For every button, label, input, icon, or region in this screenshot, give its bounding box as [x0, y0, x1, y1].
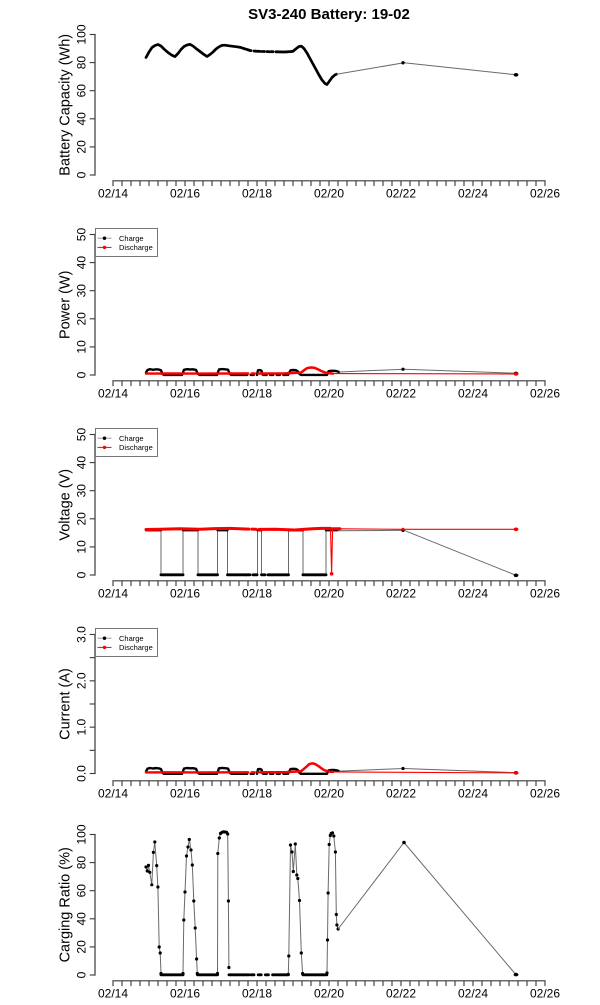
svg-text:02/14: 02/14 — [98, 987, 128, 1000]
svg-text:Discharge: Discharge — [119, 643, 153, 652]
svg-text:02/18: 02/18 — [242, 387, 272, 401]
svg-text:Power (W): Power (W) — [58, 271, 74, 339]
svg-text:Battery Capacity (Wh): Battery Capacity (Wh) — [58, 34, 74, 176]
svg-text:02/22: 02/22 — [386, 187, 416, 201]
svg-text:Discharge: Discharge — [119, 443, 153, 452]
svg-text:50: 50 — [75, 228, 89, 242]
svg-text:02/26: 02/26 — [530, 587, 560, 601]
svg-text:02/24: 02/24 — [458, 587, 488, 601]
svg-text:02/24: 02/24 — [458, 987, 488, 1000]
svg-text:02/18: 02/18 — [242, 987, 272, 1000]
svg-text:02/22: 02/22 — [386, 587, 416, 601]
svg-text:1.0: 1.0 — [75, 719, 89, 736]
svg-text:40: 40 — [75, 256, 89, 270]
svg-text:Current (A): Current (A) — [58, 668, 74, 740]
svg-text:Charge: Charge — [119, 234, 144, 243]
svg-text:40: 40 — [75, 912, 89, 926]
svg-text:02/26: 02/26 — [530, 787, 560, 801]
svg-text:60: 60 — [75, 84, 89, 98]
svg-text:02/20: 02/20 — [314, 187, 344, 201]
svg-text:20: 20 — [75, 940, 89, 954]
svg-text:02/14: 02/14 — [98, 587, 128, 601]
svg-text:Charge: Charge — [119, 434, 144, 443]
svg-text:02/18: 02/18 — [242, 787, 272, 801]
svg-text:Voltage (V): Voltage (V) — [58, 469, 74, 541]
svg-text:02/26: 02/26 — [530, 187, 560, 201]
svg-text:02/26: 02/26 — [530, 987, 560, 1000]
svg-text:02/20: 02/20 — [314, 987, 344, 1000]
svg-text:02/16: 02/16 — [170, 987, 200, 1000]
svg-text:02/16: 02/16 — [170, 187, 200, 201]
svg-text:02/20: 02/20 — [314, 387, 344, 401]
svg-text:02/24: 02/24 — [458, 787, 488, 801]
svg-text:20: 20 — [75, 512, 89, 526]
svg-text:Carging Ratio (%): Carging Ratio (%) — [58, 847, 74, 962]
svg-text:40: 40 — [75, 456, 89, 470]
svg-text:0.0: 0.0 — [75, 765, 89, 782]
svg-text:0: 0 — [75, 971, 89, 978]
svg-text:10: 10 — [75, 540, 89, 554]
svg-text:02/20: 02/20 — [314, 787, 344, 801]
svg-text:02/20: 02/20 — [314, 587, 344, 601]
svg-text:02/26: 02/26 — [530, 387, 560, 401]
svg-text:30: 30 — [75, 484, 89, 498]
svg-text:0: 0 — [75, 571, 89, 578]
svg-text:02/22: 02/22 — [386, 387, 416, 401]
svg-text:02/24: 02/24 — [458, 387, 488, 401]
svg-text:02/16: 02/16 — [170, 587, 200, 601]
svg-text:0: 0 — [75, 171, 89, 178]
svg-text:10: 10 — [75, 340, 89, 354]
svg-text:02/18: 02/18 — [242, 187, 272, 201]
svg-text:40: 40 — [75, 112, 89, 126]
svg-text:02/24: 02/24 — [458, 187, 488, 201]
svg-text:02/14: 02/14 — [98, 387, 128, 401]
svg-text:SV3-240 Battery: 19-02: SV3-240 Battery: 19-02 — [248, 6, 410, 23]
svg-text:0: 0 — [75, 371, 89, 378]
svg-text:02/18: 02/18 — [242, 587, 272, 601]
svg-text:02/14: 02/14 — [98, 187, 128, 201]
svg-text:50: 50 — [75, 428, 89, 442]
svg-text:02/14: 02/14 — [98, 787, 128, 801]
svg-text:2.0: 2.0 — [75, 672, 89, 689]
svg-text:02/16: 02/16 — [170, 387, 200, 401]
svg-text:100: 100 — [75, 24, 89, 44]
svg-text:100: 100 — [75, 824, 89, 844]
svg-text:02/22: 02/22 — [386, 987, 416, 1000]
svg-text:20: 20 — [75, 140, 89, 154]
svg-text:60: 60 — [75, 884, 89, 898]
svg-text:Charge: Charge — [119, 634, 144, 643]
svg-text:80: 80 — [75, 856, 89, 870]
svg-text:20: 20 — [75, 312, 89, 326]
svg-text:Discharge: Discharge — [119, 243, 153, 252]
svg-text:02/22: 02/22 — [386, 787, 416, 801]
svg-text:30: 30 — [75, 284, 89, 298]
svg-text:02/16: 02/16 — [170, 787, 200, 801]
svg-text:3.0: 3.0 — [75, 626, 89, 643]
svg-text:80: 80 — [75, 56, 89, 70]
